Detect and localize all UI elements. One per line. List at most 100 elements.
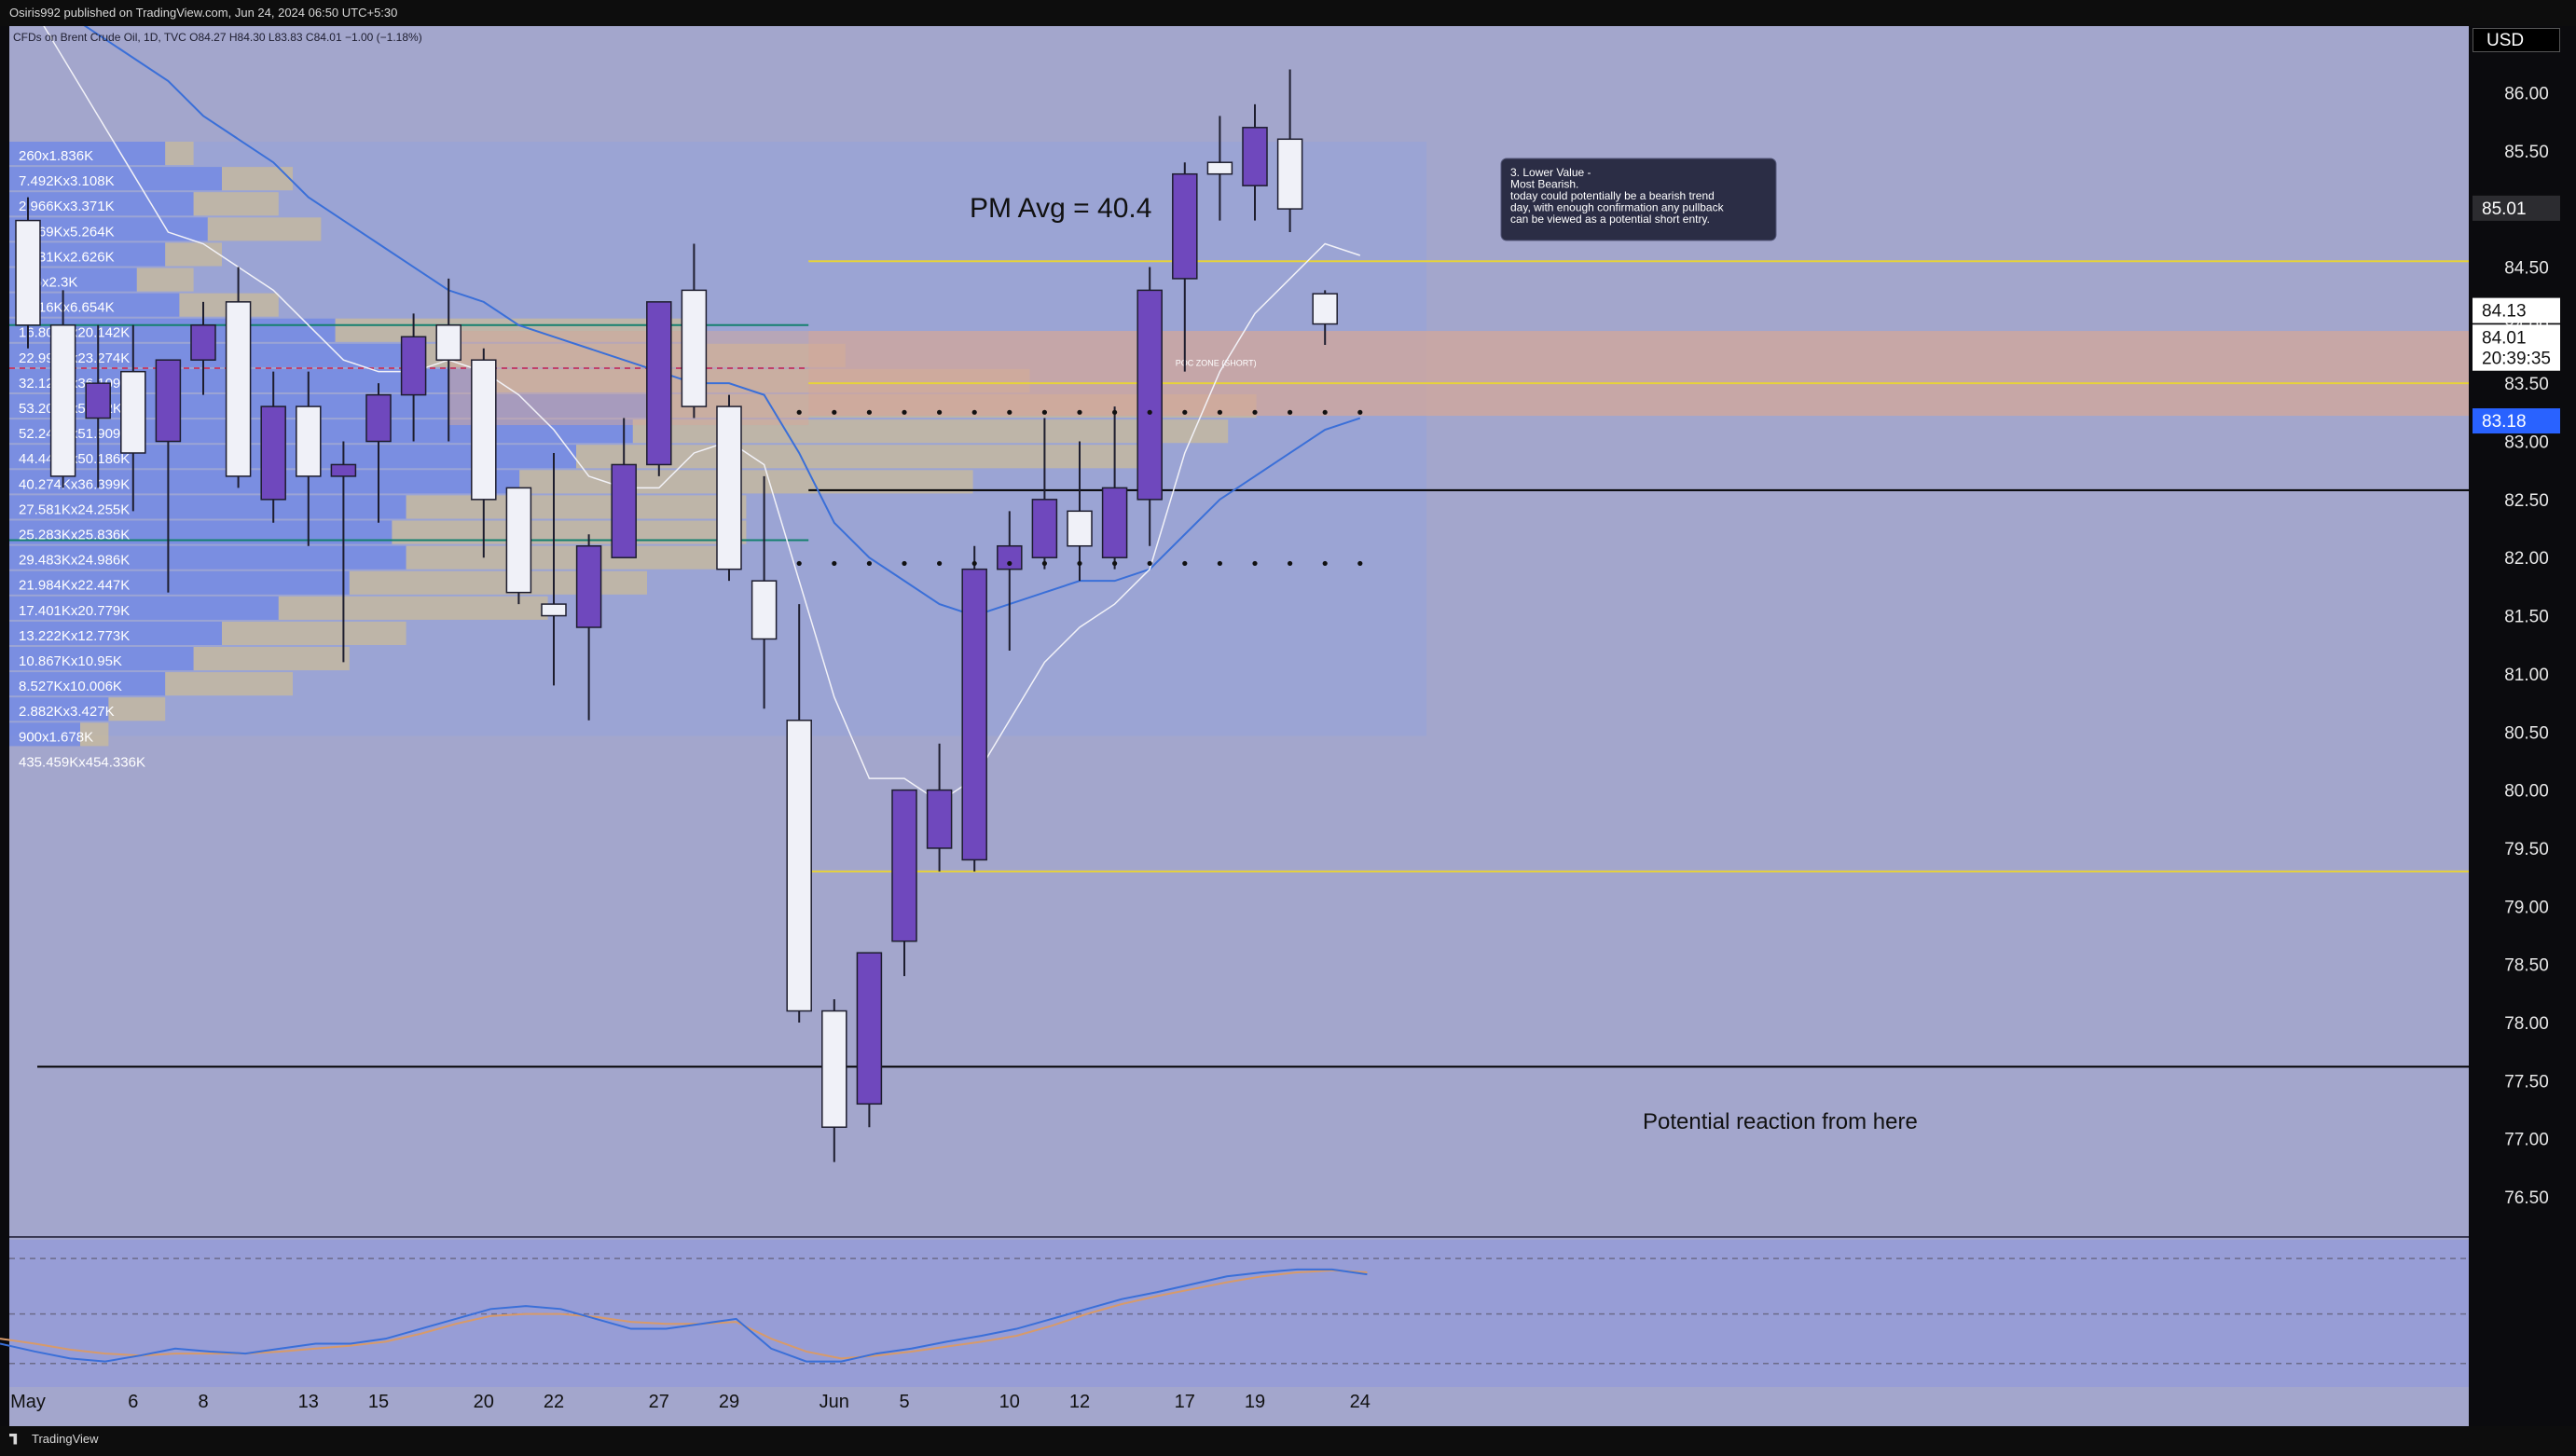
level-dot xyxy=(1252,409,1258,415)
x-tick-label: 8 xyxy=(198,1392,208,1412)
publish-info: Osiris992 published on TradingView.com, … xyxy=(9,6,398,20)
tradingview-logo[interactable]: TradingView xyxy=(9,1432,99,1446)
note-line: day, with enough confirmation any pullba… xyxy=(1510,201,1725,214)
profile-label: 7.492Kx3.108K xyxy=(19,173,115,189)
x-tick-label: 10 xyxy=(999,1392,1020,1412)
profile-label: 13.222Kx12.773K xyxy=(19,628,130,644)
profile-bar-sell xyxy=(406,495,747,519)
time-axis xyxy=(9,1387,2469,1426)
candle-body xyxy=(15,219,41,326)
x-tick-label: 13 xyxy=(298,1392,319,1412)
candle-body xyxy=(1276,138,1303,210)
candle-body xyxy=(1242,127,1268,186)
candle-body xyxy=(751,580,778,640)
y-tick-label: 80.50 xyxy=(2504,723,2549,743)
oscillator-pane: 67.430.00 xyxy=(0,1240,2576,1426)
candle-body xyxy=(330,463,357,477)
level-dot xyxy=(866,560,873,567)
note-line: 3. Lower Value - xyxy=(1510,166,1591,179)
candle-body xyxy=(1136,289,1163,501)
level-dot xyxy=(1322,409,1328,415)
note-line: can be viewed as a potential short entry… xyxy=(1510,213,1710,226)
currency-selector[interactable]: USD xyxy=(2473,28,2560,52)
x-tick-label: 22 xyxy=(544,1392,564,1412)
level-dot xyxy=(1288,409,1293,415)
level-dot xyxy=(1112,560,1118,567)
candle-body xyxy=(961,568,987,861)
x-tick-label: 17 xyxy=(1175,1392,1195,1412)
dotted-levels xyxy=(796,409,1363,567)
level-dot xyxy=(1007,409,1012,415)
price-tag xyxy=(2473,345,2560,371)
level-dot xyxy=(971,560,977,567)
level-dot xyxy=(1357,409,1363,415)
profile-bar-sell xyxy=(165,142,194,166)
candle-body xyxy=(435,324,461,361)
y-tick-label: 79.50 xyxy=(2504,840,2549,859)
plot-area xyxy=(9,26,2469,1426)
candle-body xyxy=(611,463,637,558)
profile-bar-sell xyxy=(80,722,109,747)
candle-body xyxy=(646,301,672,466)
note-box xyxy=(1500,158,1777,241)
profile-bar-buy xyxy=(9,217,208,241)
candle-body xyxy=(260,405,286,501)
profile-label: 17.401Kx20.779K xyxy=(19,603,130,619)
level-dot xyxy=(1077,560,1082,567)
candle-body xyxy=(541,603,567,617)
tradingview-brand: TradingView xyxy=(32,1432,99,1446)
profile-bar-buy xyxy=(9,545,406,570)
price-tag-label: 84.13 xyxy=(2482,302,2527,322)
candle-body xyxy=(716,405,742,570)
candle-body xyxy=(85,382,111,419)
level-dot xyxy=(1182,560,1188,567)
price-tag-label: 83.18 xyxy=(2482,412,2527,432)
y-tick-label: 85.50 xyxy=(2504,143,2549,162)
profile-bar-buy xyxy=(9,722,80,747)
poc-zone-label: POC ZONE (SHORT) xyxy=(1176,358,1257,367)
profile-bar-sell xyxy=(165,672,293,696)
y-tick-label: 84.50 xyxy=(2504,258,2549,278)
price-tag-label: 20:39:35 xyxy=(2482,350,2551,369)
price-axis xyxy=(2469,26,2576,1426)
level-dot xyxy=(832,560,837,567)
bottom-bar xyxy=(0,1426,2576,1456)
level-dot xyxy=(1041,560,1047,567)
y-tick-label: 83.50 xyxy=(2504,375,2549,394)
level-dot xyxy=(1147,409,1152,415)
y-tick-label: 78.50 xyxy=(2504,956,2549,976)
profile-bar-buy xyxy=(9,495,406,519)
y-tick-label: 81.50 xyxy=(2504,608,2549,627)
candle-body xyxy=(365,393,392,443)
level-dot xyxy=(1147,560,1152,567)
profile-bar-buy xyxy=(9,621,222,645)
y-tick-label: 82.50 xyxy=(2504,491,2549,511)
profile-bar-sell xyxy=(165,242,222,267)
profile-label: 2.966Kx3.371K xyxy=(19,199,115,214)
poc-zone-rect xyxy=(808,331,2470,417)
profile-bar-buy xyxy=(9,647,194,671)
candle-body xyxy=(296,405,322,477)
profile-label: 21.984Kx22.447K xyxy=(19,578,130,594)
y-tick-label: 80.00 xyxy=(2504,782,2549,802)
profile-bar-sell xyxy=(136,268,194,292)
annotations: CFDs on Brent Crude Oil, 1D, TVC O84.27 … xyxy=(13,31,1918,1134)
y-tick-label: 78.00 xyxy=(2504,1014,2549,1034)
horizontal-levels xyxy=(9,260,2469,1068)
candle-body xyxy=(400,336,427,396)
level-dot xyxy=(1182,409,1188,415)
profile-bar-buy xyxy=(9,167,222,191)
level-dot xyxy=(1007,560,1012,567)
chart-legend: CFDs on Brent Crude Oil, 1D, TVC O84.27 … xyxy=(13,31,422,44)
candle-body xyxy=(856,952,883,1106)
profile-label: 29.483Kx24.986K xyxy=(19,553,130,569)
profile-label: 1.731Kx2.626K xyxy=(19,249,115,265)
level-dot xyxy=(1322,560,1328,567)
level-dot xyxy=(796,560,802,567)
profile-bar-sell xyxy=(349,570,647,595)
x-tick-label: 19 xyxy=(1245,1392,1265,1412)
axes: 86.5086.0085.5085.0084.5084.0083.5083.00… xyxy=(9,26,2576,1426)
candle-body xyxy=(786,720,812,1012)
profile-label: 8.527Kx10.006K xyxy=(19,679,122,694)
